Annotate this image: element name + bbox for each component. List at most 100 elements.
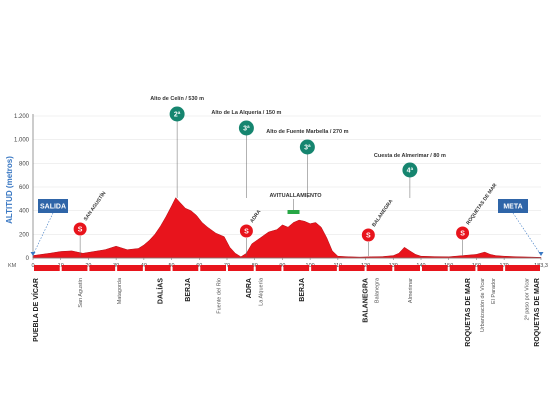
sprint-badge — [456, 226, 470, 240]
y-tick-label: 1.000 — [14, 138, 30, 144]
sprint-label: SAN AGUSTÍN — [81, 189, 107, 222]
climb-category-badge — [169, 106, 185, 122]
place-name-minor: Urbanización de Vícar — [480, 278, 486, 332]
climb-label: Alto de Celín / 530 m — [150, 96, 204, 102]
y-tick-label: 400 — [19, 209, 30, 215]
salida-leader — [32, 212, 54, 256]
sprint-badge — [239, 224, 253, 238]
axes: 0 10 20 30 40 50 60 70 80 90 100 110 120 130 140 150 160… — [31, 114, 548, 269]
x-tick-label: 20 — [85, 263, 91, 269]
y-tick-label: 1.200 — [14, 114, 30, 120]
meta-arrow — [538, 252, 544, 256]
place-name-minor: 2ª paso por Vícar — [523, 278, 530, 321]
place-name-major: ADRA — [246, 278, 253, 298]
y-axis-title: ALTITUD (metros) — [5, 156, 14, 224]
km-bar-segment — [144, 265, 171, 271]
km-bar-segment — [200, 265, 226, 271]
y-tick-label: 0 — [26, 256, 30, 262]
climb-category-label: 3ª — [243, 126, 250, 133]
meta-leader — [512, 212, 542, 256]
place-name-minor: San Agustín — [78, 278, 84, 308]
climb-label: Alto de Fuente Marbella / 270 m — [266, 129, 348, 135]
sprint-badge-label: S — [366, 233, 371, 240]
place-name-major: BERJA — [185, 278, 192, 302]
x-tick-label: 80 — [252, 263, 258, 269]
sprint-badge — [73, 222, 87, 236]
place-name-minor: Almerimar — [408, 278, 414, 303]
x-tick-label: 10 — [58, 263, 64, 269]
km-bar-segment — [34, 265, 60, 271]
x-tick-label: 50 — [169, 263, 175, 269]
climb-label: Alto de La Alquería / 150 m — [211, 110, 281, 116]
x-tick-label: 40 — [141, 263, 147, 269]
place-name-minor: La Alquería — [258, 277, 264, 306]
x-tick-label: 30 — [113, 263, 119, 269]
y-tick-label: 800 — [19, 161, 30, 167]
km-bar-segment — [477, 265, 504, 271]
x-tick-label: 0 — [31, 263, 34, 269]
x-tick-label: 130 — [389, 263, 398, 269]
km-bar-segment — [227, 265, 254, 271]
km-bar-segment — [61, 265, 88, 271]
km-bar-segment — [89, 265, 116, 271]
x-tick-label: 183,3 — [534, 263, 548, 269]
y-tick-label: 600 — [19, 185, 30, 191]
meta-flag — [498, 199, 528, 213]
x-tick-label: 60 — [196, 263, 202, 269]
km-bar-segment — [283, 265, 310, 271]
climb-category-label: 4ª — [407, 168, 414, 175]
sprint-badge-label: S — [460, 231, 465, 238]
km-bar-segment — [421, 265, 448, 271]
sprint-badge-label: S — [244, 229, 249, 236]
x-tick-label: 110 — [333, 263, 342, 269]
climb-category-badge — [402, 162, 418, 178]
sprint-badge — [361, 228, 375, 242]
km-bar-segment — [505, 265, 540, 271]
place-name-major: ROQUETAS DE MAR — [465, 278, 472, 347]
place-name-major: PUEBLA DE VÍCAR — [31, 278, 40, 342]
climb-category-label: 2ª — [174, 112, 181, 119]
salida-arrow — [30, 252, 36, 256]
km-bar-segment — [338, 265, 365, 271]
sprint-label: BALANEGRA — [371, 198, 394, 228]
km-bar-segment — [366, 265, 393, 271]
y-tick-label: 200 — [19, 232, 30, 238]
place-name-major: BALANEGRA — [363, 278, 370, 323]
profile-area — [32, 197, 542, 259]
place-name-minor: Balanegra — [375, 277, 381, 303]
x-tick-label: 70 — [224, 263, 230, 269]
km-bar-segment — [394, 265, 420, 271]
place-name-major: DALÍAS — [155, 278, 164, 304]
place-name-major: BERJA — [299, 278, 306, 302]
sprint-label: ROQUETAS DE MAR — [465, 182, 498, 226]
km-bar-segment — [117, 265, 143, 271]
salida-label: SALIDA — [40, 204, 66, 211]
km-bar-segment — [172, 265, 199, 271]
x-tick-label: 100 — [306, 263, 315, 269]
climb-category-badge — [238, 120, 254, 136]
climb-category-badge — [299, 139, 315, 155]
meta-label: META — [503, 204, 522, 211]
x-tick-label: 120 — [361, 263, 370, 269]
x-tick-label: 170 — [500, 263, 509, 269]
x-tick-label: 90 — [279, 263, 285, 269]
climb-label: Cuesta de Almerimar / 80 m — [374, 153, 446, 159]
place-name-major: ROQUETAS DE MAR — [534, 278, 541, 347]
place-name-minor: El Parador — [491, 278, 497, 304]
km-bar-segment — [449, 265, 476, 271]
elevation-profile — [32, 197, 542, 259]
km-bar-segment — [255, 265, 282, 271]
climb-category-label: 3ª — [304, 145, 311, 152]
place-name-minor: Fuente del Rio — [217, 278, 223, 314]
x-tick-label: 160 — [472, 263, 481, 269]
feed-zone-label: AVITUALLAMIENTO — [269, 193, 322, 199]
kilometer-bar — [34, 265, 540, 271]
x-tick-label: 150 — [444, 263, 453, 269]
km-bar-segment — [311, 265, 337, 271]
sprint-badge-label: S — [78, 227, 83, 234]
x-unit-label: KM — [8, 263, 17, 269]
feed-zone-marker — [287, 210, 300, 214]
place-names: PUEBLA DE VÍCAR San Agustín Matagorda DALÍA… — [31, 277, 541, 347]
place-name-minor: Matagorda — [117, 277, 123, 304]
